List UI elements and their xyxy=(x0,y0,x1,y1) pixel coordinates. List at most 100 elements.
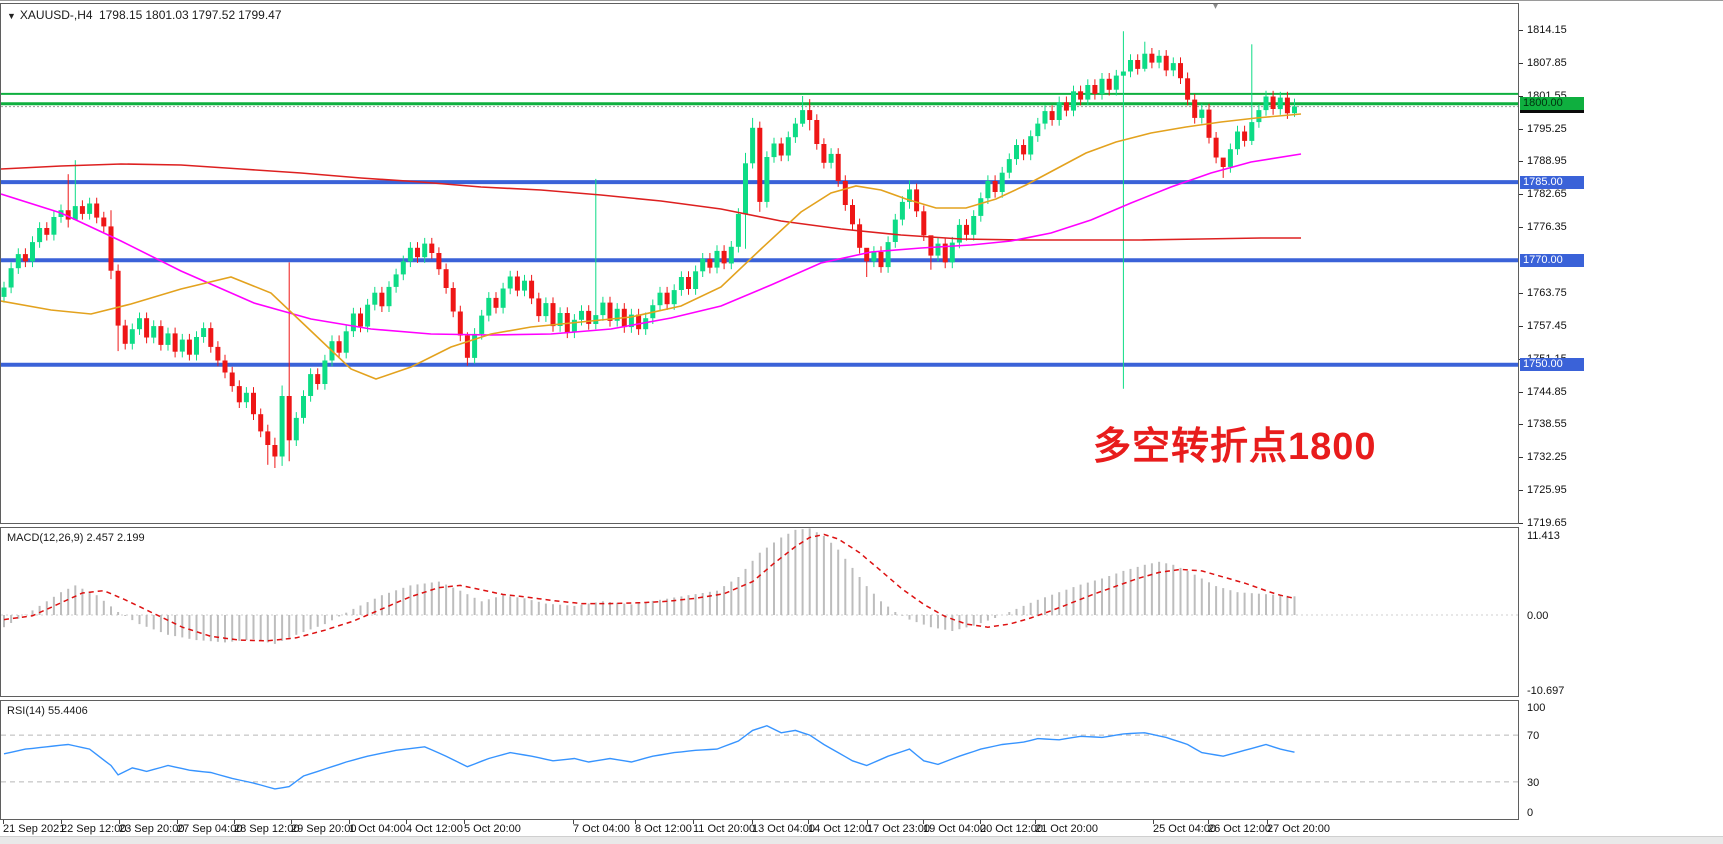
date-tick-label: 1 Oct 04:00 xyxy=(349,823,406,835)
price-tick-label: 1757.45 xyxy=(1527,320,1567,332)
date-tick-label: 14 Oct 12:00 xyxy=(808,823,871,835)
date-tick xyxy=(464,820,465,824)
date-tick xyxy=(406,820,407,824)
annotation-text: 多空转折点1800 xyxy=(1093,426,1377,468)
symbol-dropdown-icon[interactable]: ▼ xyxy=(7,11,16,21)
date-tick xyxy=(635,820,636,824)
date-tick xyxy=(3,820,4,824)
date-tick-label: 8 Oct 12:00 xyxy=(635,823,692,835)
date-tick-label: 22 Sep 12:00 xyxy=(61,823,127,835)
date-tick xyxy=(867,820,868,824)
date-tick-label: 4 Oct 12:00 xyxy=(406,823,463,835)
date-tick xyxy=(119,820,120,824)
date-tick-label: 5 Oct 20:00 xyxy=(464,823,521,835)
rsi-indicator-panel[interactable] xyxy=(0,700,1519,820)
price-tick xyxy=(1519,457,1523,458)
ohlc-open: 1798.15 xyxy=(98,8,143,22)
date-tick xyxy=(1267,820,1268,824)
price-tick-label: 1763.75 xyxy=(1527,287,1567,299)
rsi-tick-label: 100 xyxy=(1527,702,1546,714)
date-tick-label: 23 Sep 20:00 xyxy=(119,823,185,835)
date-tick-label: 27 Oct 20:00 xyxy=(1267,823,1330,835)
candles-group xyxy=(1,31,1297,468)
date-tick-label: 7 Oct 04:00 xyxy=(573,823,630,835)
macd-indicator-panel[interactable] xyxy=(0,527,1519,697)
macd-label: MACD(12,26,9) 2.457 2.199 xyxy=(7,532,145,544)
rsi-tick-label: 30 xyxy=(1527,777,1540,789)
macd-tick-label: 11.413 xyxy=(1527,530,1560,542)
price-badge-1785.00: 1785.00 xyxy=(1520,176,1584,189)
macd-tick-label: -10.697 xyxy=(1527,685,1565,697)
price-badge-1770.00: 1770.00 xyxy=(1520,254,1584,267)
date-tick-label: 27 Sep 04:00 xyxy=(177,823,243,835)
rsi-line xyxy=(3,724,1295,790)
price-badge-1750.00: 1750.00 xyxy=(1520,358,1584,371)
date-tick xyxy=(61,820,62,824)
price-tick-label: 1807.85 xyxy=(1527,57,1567,69)
price-tick xyxy=(1519,129,1523,130)
ma-orange xyxy=(1,113,1302,380)
price-badge-1800.00: 1800.00 xyxy=(1520,97,1584,110)
price-tick-label: 1788.95 xyxy=(1527,155,1567,167)
price-tick-label: 1814.15 xyxy=(1527,24,1567,36)
symbol-timeframe-label: XAUUSD-,H4 xyxy=(19,8,93,22)
date-tick xyxy=(573,820,574,824)
price-tick xyxy=(1519,194,1523,195)
price-tick xyxy=(1519,227,1523,228)
ma-red xyxy=(1,163,1301,241)
price-tick-label: 1732.25 xyxy=(1527,451,1567,463)
rsi-label: RSI(14) 55.4406 xyxy=(7,705,88,717)
ohlc-close: 1799.47 xyxy=(238,8,282,22)
rsi-chart[interactable] xyxy=(1,701,1518,819)
date-tick xyxy=(980,820,981,824)
date-tick-label: 28 Sep 12:00 xyxy=(234,823,300,835)
date-tick-label: 11 Oct 20:00 xyxy=(693,823,756,835)
date-tick xyxy=(1153,820,1154,824)
price-tick xyxy=(1519,326,1523,327)
chart-title: ▼ XAUUSD-,H4 1798.15 1801.03 1797.52 1799.47 xyxy=(7,8,285,22)
date-tick xyxy=(177,820,178,824)
price-tick xyxy=(1519,30,1523,31)
rsi-tick-label: 0 xyxy=(1527,807,1534,819)
date-tick xyxy=(349,820,350,824)
date-tick xyxy=(923,820,924,824)
macd-tick-label: 0.00 xyxy=(1527,610,1549,622)
price-tick-label: 1782.65 xyxy=(1527,188,1567,200)
price-chart-panel[interactable] xyxy=(0,3,1519,524)
date-tick-label: 21 Sep 2021 xyxy=(3,823,66,835)
bottom-scrollbar[interactable] xyxy=(0,836,1723,844)
date-tick xyxy=(1035,820,1036,824)
price-tick xyxy=(1519,96,1523,97)
price-tick xyxy=(1519,424,1523,425)
price-tick-label: 1744.85 xyxy=(1527,386,1567,398)
date-tick-label: 20 Oct 12:00 xyxy=(980,823,1043,835)
candlestick-chart[interactable] xyxy=(1,4,1518,523)
date-tick xyxy=(291,820,292,824)
price-tick-label: 1719.65 xyxy=(1527,517,1567,529)
price-tick xyxy=(1519,392,1523,393)
chart-shift-marker[interactable]: ▾ xyxy=(1213,1,1219,12)
price-tick xyxy=(1519,523,1523,524)
date-tick-label: 26 Oct 12:00 xyxy=(1208,823,1271,835)
price-tick xyxy=(1519,63,1523,64)
macd-histogram xyxy=(3,528,1296,644)
price-tick-label: 1795.25 xyxy=(1527,123,1567,135)
price-tick xyxy=(1519,293,1523,294)
date-tick-label: 29 Sep 20:00 xyxy=(291,823,357,835)
date-tick xyxy=(752,820,753,824)
macd-chart[interactable] xyxy=(1,528,1518,696)
date-tick xyxy=(808,820,809,824)
date-tick-label: 19 Oct 04:00 xyxy=(923,823,986,835)
price-tick xyxy=(1519,490,1523,491)
date-tick-label: 21 Oct 20:00 xyxy=(1035,823,1098,835)
price-tick-label: 1738.55 xyxy=(1527,418,1567,430)
price-tick-label: 1725.95 xyxy=(1527,484,1567,496)
price-tick-label: 1776.35 xyxy=(1527,221,1567,233)
date-tick-label: 13 Oct 04:00 xyxy=(752,823,815,835)
date-tick xyxy=(693,820,694,824)
date-tick xyxy=(234,820,235,824)
date-tick-label: 17 Oct 23:00 xyxy=(867,823,930,835)
price-tick xyxy=(1519,161,1523,162)
ohlc-high: 1801.03 xyxy=(145,8,189,22)
